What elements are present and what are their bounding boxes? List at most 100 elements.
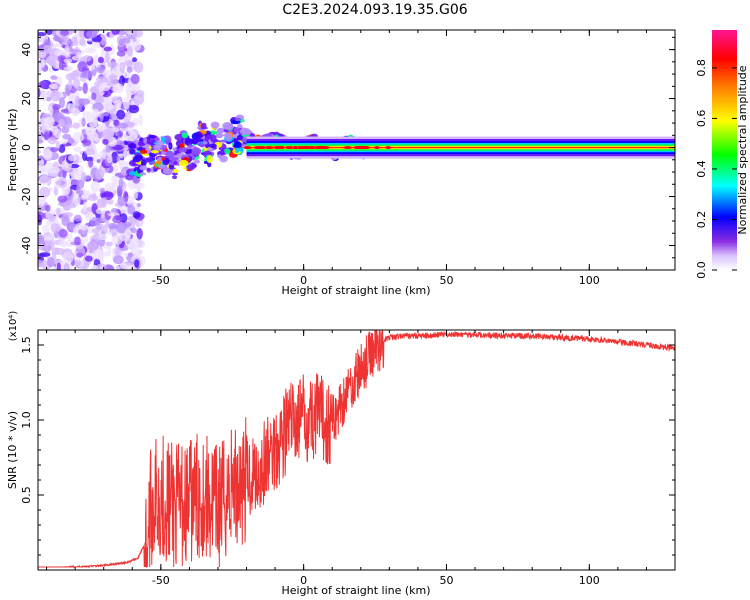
spectrogram-signal-blob <box>158 164 167 170</box>
spectrogram-noise-blob <box>126 121 135 128</box>
colorbar-ticks: 0.0 0.2 0.4 0.6 0.8 <box>695 59 737 279</box>
colorbar-tick-label: 0.8 <box>695 59 708 77</box>
spectrogram-noise-blob <box>38 259 44 268</box>
spectrogram-noise-blob <box>71 87 78 93</box>
spectrogram-noise-blob <box>50 89 61 102</box>
spectrogram-noise-blob <box>91 92 97 100</box>
spectrogram-noise-blob <box>122 37 131 44</box>
spectrogram-noise-blob <box>86 30 98 39</box>
spectrogram-noise-blob <box>101 197 108 205</box>
spectrogram-noise-blob <box>96 66 105 74</box>
spectrogram-noise-blob <box>91 264 98 270</box>
spectrogram-x-tick-label: 0 <box>300 274 307 287</box>
spectrogram-signal-blob <box>164 139 172 144</box>
spectrogram-noise-blob <box>76 252 84 258</box>
spectrogram-noise-blob <box>91 108 100 119</box>
spectrogram-noise-blob <box>99 187 106 194</box>
snr-x-label: Height of straight line (km) <box>281 584 430 597</box>
spectrogram-noise-blob <box>90 180 100 193</box>
spectrogram-y-tick-label: 40 <box>20 43 33 57</box>
spectrogram-noise-blob <box>53 128 62 139</box>
spectrogram-noise-blob <box>126 30 134 36</box>
spectrogram-noise-blob <box>102 100 115 111</box>
spectrogram-noise-blob <box>74 236 81 246</box>
spectrogram-signal-blob <box>148 134 157 139</box>
spectrogram-signal-blob <box>146 167 151 172</box>
spectrogram-noise-blob <box>101 112 110 117</box>
spectrogram-noise-blob <box>77 61 88 73</box>
spectrogram-signal-blob <box>219 150 225 156</box>
spectrogram-signal-blob <box>223 124 234 130</box>
spectrogram-noise-blob <box>118 177 124 188</box>
spectrogram-noise-blob <box>39 166 44 173</box>
colorbar-tick-label: 0.0 <box>695 261 708 279</box>
spectrogram-signal-blob <box>233 127 240 133</box>
spectrogram-signal-blob <box>233 141 242 149</box>
spectrogram-noise-blob <box>85 47 97 54</box>
spectrogram-noise-blob <box>45 56 52 64</box>
spectrogram-noise-blob <box>63 200 72 211</box>
spectrogram-noise-blob <box>98 233 108 241</box>
spectrogram-noise-blob <box>100 40 107 46</box>
spectrogram-noise-blob <box>57 118 65 128</box>
spectrogram-noise-blob <box>126 110 132 120</box>
spectrogram-noise-blob <box>42 148 53 158</box>
spectrogram-noise-blob <box>107 222 118 230</box>
spectrogram-noise-blob <box>88 118 98 129</box>
spectrogram-signal-blob <box>272 131 280 136</box>
spectrogram-noise-blob <box>91 192 97 200</box>
spectrogram-tone-peak <box>298 146 306 150</box>
spectrogram-noise-blob <box>111 98 118 104</box>
spectrogram-noise-blob <box>39 252 51 258</box>
spectrogram-signal-blob <box>172 175 178 180</box>
spectrogram-noise-blob <box>106 153 113 164</box>
spectrogram-noise-blob <box>132 30 144 38</box>
spectrogram-x-tick-label: 100 <box>579 274 600 287</box>
spectrogram-noise-blob <box>48 215 56 222</box>
spectrogram-signal-blob <box>224 133 232 141</box>
spectrogram-noise-blob <box>107 245 112 257</box>
spectrogram-noise-blob <box>84 148 96 156</box>
spectrogram-noise-blob <box>59 239 68 248</box>
spectrogram-signal-blob <box>134 155 143 162</box>
spectrogram-noise-blob <box>112 83 124 94</box>
spectrogram-noise-blob <box>138 114 143 126</box>
spectrogram-noise-blob <box>72 259 82 267</box>
spectrogram-noise-blob <box>50 223 61 233</box>
spectrogram-tone-peak <box>256 146 267 150</box>
spectrogram-noise-blob <box>129 227 137 234</box>
spectrogram-noise-blob <box>38 62 42 71</box>
snr-multiplier-label: (x10⁴) <box>8 311 19 342</box>
colorbar-tick-label: 0.2 <box>695 211 708 229</box>
spectrogram-noise-blob <box>104 251 109 257</box>
colorbar-label: Normalized spectral amplitude <box>736 65 749 234</box>
colorbar-gradient <box>712 30 737 270</box>
spectrogram-noise-blob <box>42 224 50 235</box>
spectrogram-signal-blob <box>179 143 185 148</box>
spectrogram-signal-blob <box>193 159 201 164</box>
spectrogram-y-tick-label: 20 <box>20 92 33 106</box>
spectrogram-signal-blob <box>162 167 173 175</box>
spectrogram-tone-peak <box>343 146 352 150</box>
spectrogram-noise-blob <box>57 195 68 203</box>
spectrogram-noise-blob <box>81 111 92 118</box>
spectrogram-noise-blob <box>109 44 115 56</box>
spectrogram-signal-blob <box>139 165 148 171</box>
spectrogram-noise-blob <box>88 159 94 168</box>
spectrogram-signal-blob <box>194 131 203 140</box>
spectrogram-noise-blob <box>72 226 78 235</box>
spectrogram-noise-blob <box>118 160 124 170</box>
spectrogram-frame <box>37 29 676 271</box>
spectrogram-signal-blob <box>172 168 179 173</box>
spectrogram-noise-blob <box>119 61 126 74</box>
snr-x-tick-label: 50 <box>439 574 453 587</box>
spectrogram-noise-blob <box>84 255 93 262</box>
spectrogram-noise-blob <box>126 66 133 73</box>
spectrogram-noise-blob <box>56 262 61 270</box>
spectrogram-noise-blob <box>95 168 105 180</box>
spectrogram-tone-peak <box>274 146 281 150</box>
spectrogram-noise-blob <box>61 216 70 227</box>
spectrogram-tone-band <box>246 146 675 149</box>
spectrogram-noise-blob <box>86 241 97 252</box>
spectrogram-noise-blob <box>47 137 58 145</box>
